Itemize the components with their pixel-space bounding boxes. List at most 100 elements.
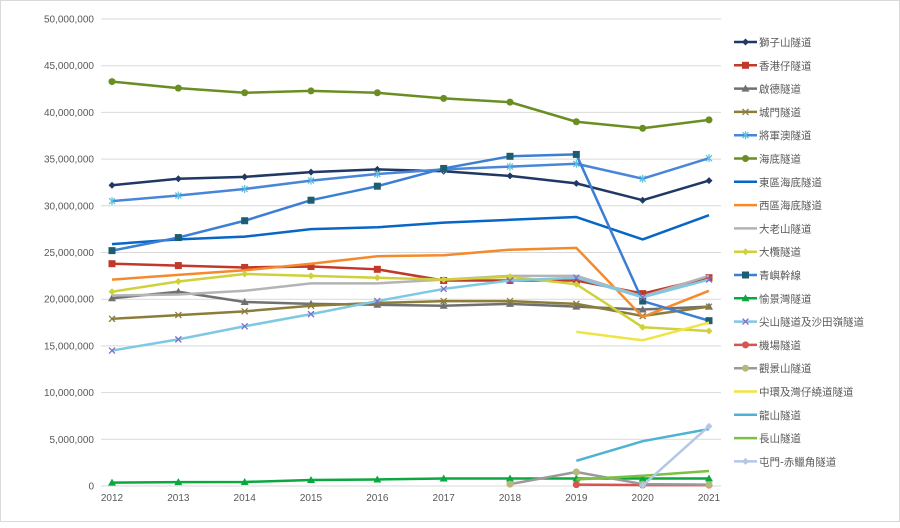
x-tick-label: 2012	[101, 493, 124, 504]
x-tick-label: 2014	[234, 493, 257, 504]
legend-label: 愉景灣隧道	[759, 292, 812, 305]
series-5	[109, 78, 713, 132]
legend-item: 觀景山隧道	[734, 362, 812, 375]
data-point	[175, 85, 182, 92]
data-point	[573, 118, 580, 125]
legend-label: 大欖隧道	[759, 246, 801, 259]
legend-label: 西區海底隧道	[759, 199, 822, 212]
legend-label: 尖山隧道及沙田嶺隧道	[759, 316, 864, 329]
legend-item: 尖山隧道及沙田嶺隧道	[734, 316, 864, 329]
legend-label: 將軍澳隧道	[759, 129, 812, 142]
series-3	[109, 298, 712, 322]
y-tick-label: 35,000,000	[44, 155, 94, 166]
data-point	[573, 151, 580, 158]
legend-item: 長山隧道	[734, 432, 801, 445]
series-line	[112, 82, 709, 129]
data-point	[175, 262, 182, 269]
series-4	[109, 154, 712, 205]
data-point	[308, 87, 315, 94]
legend-label: 東區海底隧道	[759, 176, 822, 189]
data-point	[507, 153, 514, 160]
data-point	[706, 177, 713, 184]
legend-marker	[742, 62, 749, 69]
legend-item: 龍山隧道	[734, 409, 801, 422]
legend-label: 中環及灣仔繞道隧道	[759, 386, 854, 399]
x-tick-label: 2018	[499, 493, 522, 504]
legend-label: 機場隧道	[759, 339, 801, 352]
data-point	[374, 89, 381, 96]
data-point	[374, 183, 381, 190]
data-point	[109, 260, 116, 267]
data-point	[639, 125, 646, 132]
data-point	[639, 197, 646, 204]
legend-marker	[742, 39, 749, 46]
data-point	[374, 274, 381, 281]
y-tick-label: 45,000,000	[44, 61, 94, 72]
data-point	[706, 116, 713, 123]
data-point	[109, 78, 116, 85]
y-tick-label: 30,000,000	[44, 201, 94, 212]
legend-label: 啟德隧道	[759, 83, 801, 96]
data-point	[308, 169, 315, 176]
data-point	[706, 327, 713, 334]
legend-item: 海底隧道	[734, 153, 801, 166]
legend-item: 機場隧道	[734, 339, 801, 352]
legend-marker	[742, 248, 749, 255]
series-6	[112, 215, 709, 244]
data-point	[175, 234, 182, 241]
legend-label: 獅子山隧道	[759, 36, 812, 49]
legend-label: 大老山隧道	[759, 222, 812, 235]
data-point	[308, 272, 315, 279]
data-point	[507, 481, 514, 488]
y-tick-label: 10,000,000	[44, 388, 94, 399]
y-tick-label: 0	[88, 482, 94, 493]
legend-item: 啟德隧道	[734, 83, 801, 96]
data-point	[374, 266, 381, 273]
data-point	[175, 175, 182, 182]
legend-item: 獅子山隧道	[734, 36, 812, 49]
legend-label: 屯門-赤鱲角隧道	[759, 455, 837, 468]
data-point	[573, 481, 580, 488]
data-point	[440, 95, 447, 102]
y-tick-label: 5,000,000	[50, 435, 95, 446]
x-tick-label: 2020	[632, 493, 655, 504]
series-line	[112, 215, 709, 244]
data-point	[308, 197, 315, 204]
data-point	[573, 468, 580, 475]
data-point	[109, 288, 116, 295]
legend-item: 將軍澳隧道	[734, 129, 812, 142]
legend-label: 海底隧道	[759, 153, 801, 166]
data-point	[639, 298, 646, 305]
data-point	[507, 99, 514, 106]
y-tick-label: 20,000,000	[44, 295, 94, 306]
y-tick-label: 50,000,000	[44, 15, 94, 26]
data-point	[706, 481, 713, 488]
x-tick-label: 2021	[698, 493, 721, 504]
data-point	[241, 217, 248, 224]
legend-label: 香港仔隧道	[759, 59, 812, 72]
legend-item: 中環及灣仔繞道隧道	[734, 386, 854, 399]
x-tick-label: 2019	[565, 493, 588, 504]
legend-label: 城門隧道	[759, 106, 801, 119]
legend-marker	[742, 155, 749, 162]
legend-item: 大老山隧道	[734, 222, 812, 235]
y-tick-label: 40,000,000	[44, 108, 94, 119]
data-point	[109, 247, 116, 254]
legend-label: 青嶼幹線	[759, 269, 801, 282]
legend-label: 長山隧道	[759, 432, 801, 445]
x-tick-label: 2016	[366, 493, 389, 504]
legend-label: 龍山隧道	[759, 409, 801, 422]
legend-item: 東區海底隧道	[734, 176, 822, 189]
legend-item: 城門隧道	[734, 106, 801, 119]
x-tick-label: 2013	[167, 493, 190, 504]
legend-marker	[742, 341, 749, 348]
y-tick-label: 15,000,000	[44, 341, 94, 352]
x-tick-label: 2015	[300, 493, 323, 504]
legend-item: 西區海底隧道	[734, 199, 822, 212]
legend-item: 愉景灣隧道	[734, 292, 812, 305]
series-line	[112, 301, 709, 319]
legend-marker	[742, 365, 749, 372]
data-point	[175, 278, 182, 285]
